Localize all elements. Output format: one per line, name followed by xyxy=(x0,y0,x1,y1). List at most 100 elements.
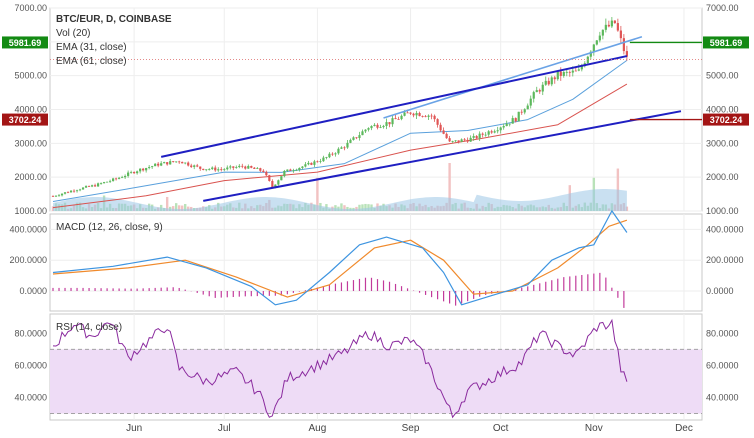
candle-body xyxy=(298,167,301,170)
y-tick-label-left: 3000.00 xyxy=(14,138,47,148)
candle-body xyxy=(400,115,403,120)
candle-body xyxy=(292,170,295,172)
candle-body xyxy=(604,24,607,30)
candle-body xyxy=(307,162,310,165)
candle-body xyxy=(90,185,94,187)
candle-body xyxy=(253,167,256,169)
candle-body xyxy=(157,163,160,166)
candle-body xyxy=(133,172,136,174)
macd-y-tick-label-right: 200.0000 xyxy=(706,255,744,265)
rsi-line xyxy=(52,318,628,419)
volume-bar xyxy=(367,204,370,211)
candle-body xyxy=(274,184,277,188)
y-tick-label-left: 5000.00 xyxy=(14,71,47,81)
ema-fast-line xyxy=(52,59,628,202)
rsi-y-tick-label-right: 60.0000 xyxy=(706,360,739,370)
channel-lower-line xyxy=(203,110,682,202)
macd-line xyxy=(52,210,628,306)
candle-body xyxy=(118,177,121,179)
candle-body xyxy=(499,127,502,131)
candle-body xyxy=(490,131,493,133)
candle-body xyxy=(271,180,274,188)
candle-body xyxy=(523,109,526,113)
candle-body xyxy=(148,167,151,168)
candle-body xyxy=(358,135,361,139)
candle-body xyxy=(304,164,307,167)
candle-body xyxy=(184,162,187,164)
level-badge-left xyxy=(2,36,48,49)
candle-body xyxy=(382,125,385,128)
candle-body xyxy=(529,98,532,106)
candle-body xyxy=(580,66,583,70)
candle-body xyxy=(169,161,172,165)
candle-body xyxy=(232,166,235,168)
candle-body xyxy=(592,44,595,52)
candle-body xyxy=(571,70,574,73)
candle-body xyxy=(406,112,409,114)
volume-ma-area xyxy=(53,189,627,211)
candle-body xyxy=(430,115,433,117)
candle-body xyxy=(247,165,250,169)
price-pane[interactable] xyxy=(50,17,702,211)
y-tick-label-right: 7000.00 xyxy=(706,3,739,13)
candle-body xyxy=(84,186,88,188)
candle-body xyxy=(460,139,463,143)
candle-body xyxy=(277,180,280,185)
volume-bar xyxy=(364,203,367,211)
level-badge-right xyxy=(703,113,749,126)
candle-body xyxy=(229,166,232,168)
candle-body xyxy=(108,180,112,182)
volume-bar xyxy=(334,205,337,211)
candle-body xyxy=(553,77,556,80)
y-tick-label-right: 1000.00 xyxy=(706,206,739,216)
candle-body xyxy=(81,187,85,190)
volume-label[interactable]: Vol (20) xyxy=(56,28,91,39)
candle-body xyxy=(187,162,190,166)
candle-body xyxy=(517,111,520,122)
macd-y-tick-label-left: 400.0000 xyxy=(9,224,47,234)
y-tick-label-left: 4000.00 xyxy=(14,105,47,115)
symbol-label[interactable]: BTC/EUR, D, COINBASE xyxy=(56,14,172,25)
candle-body xyxy=(598,35,601,41)
volume-bar xyxy=(187,206,190,211)
rsi-y-tick-label-left: 40.0000 xyxy=(14,393,47,403)
rsi-title[interactable]: RSI (14, close) xyxy=(56,322,123,333)
candle-body xyxy=(96,183,100,187)
candle-body xyxy=(163,162,166,164)
x-tick-label: Jun xyxy=(126,423,142,434)
x-tick-label: Sep xyxy=(402,423,420,434)
candle-body xyxy=(286,169,289,171)
candle-body xyxy=(394,118,397,120)
candle-body xyxy=(244,166,247,169)
candle-body xyxy=(532,92,535,99)
candle-body xyxy=(475,136,478,139)
candle-body xyxy=(463,139,466,141)
candle-body xyxy=(331,153,334,155)
volume-bar xyxy=(174,203,178,211)
candle-body xyxy=(403,112,406,116)
candle-body xyxy=(466,139,469,142)
candle-body xyxy=(577,69,580,71)
macd-pane[interactable] xyxy=(52,210,628,308)
candle-body xyxy=(193,165,196,167)
rsi-y-tick-label-left: 80.0000 xyxy=(14,328,47,338)
candle-body xyxy=(178,161,181,163)
candle-body xyxy=(280,176,283,181)
candle-body xyxy=(60,193,64,196)
candle-body xyxy=(493,131,496,133)
candle-body xyxy=(54,195,58,197)
price-legend: BTC/EUR, D, COINBASE Vol (20) EMA (31, c… xyxy=(56,13,172,69)
candle-body xyxy=(130,172,133,173)
candle-body xyxy=(355,137,358,139)
candle-body xyxy=(57,195,61,197)
candle-body xyxy=(217,169,220,171)
candle-body xyxy=(313,161,316,165)
candle-body xyxy=(418,112,421,117)
macd-title[interactable]: MACD (12, 26, close, 9) xyxy=(56,222,163,233)
candle-body xyxy=(289,169,292,171)
ema-slow-label[interactable]: EMA (61, close) xyxy=(56,56,127,67)
rsi-pane[interactable] xyxy=(50,318,702,419)
ema-fast-label[interactable]: EMA (31, close) xyxy=(56,42,127,53)
candle-body xyxy=(454,140,457,142)
